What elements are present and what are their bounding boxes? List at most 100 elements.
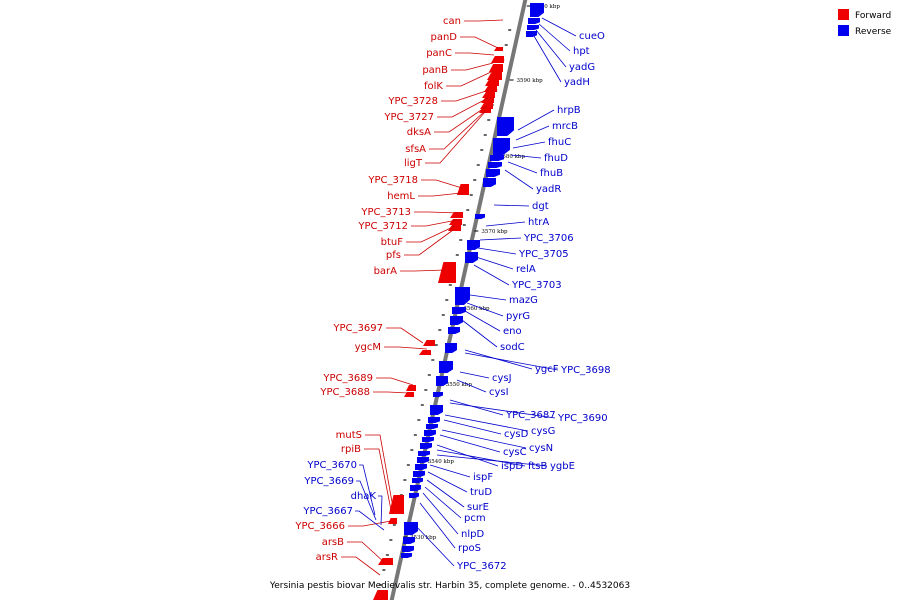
feature-forward	[482, 92, 495, 98]
gene-label-forward: pfs	[386, 250, 401, 261]
gene-features	[373, 3, 544, 600]
leader-line-reverse	[424, 486, 462, 519]
gene-label-forward: hemL	[387, 191, 415, 202]
leader-line-forward	[376, 377, 414, 386]
gene-label-reverse: YPC_3690	[557, 413, 608, 424]
gene-label-reverse: YPC_3703	[511, 280, 562, 291]
feature-reverse	[475, 214, 485, 219]
scale-tick-label: 3550 kbp	[446, 382, 473, 388]
gene-label-reverse: fhuB	[540, 168, 563, 179]
gene-label-reverse: ispF	[473, 472, 493, 483]
feature-forward	[448, 225, 461, 231]
leader-line-forward	[341, 556, 381, 576]
feature-reverse	[402, 546, 414, 552]
leader-line-reverse	[512, 141, 546, 149]
feature-reverse	[418, 451, 430, 456]
gene-label-reverse: cysD	[504, 429, 529, 440]
feature-forward	[485, 79, 499, 86]
leader-line-reverse	[459, 371, 490, 379]
gene-label-forward: YPC_3697	[332, 323, 383, 334]
leader-line-reverse	[419, 502, 456, 549]
leader-line-forward	[384, 346, 428, 350]
feature-reverse	[526, 31, 537, 37]
leader-line-reverse	[510, 154, 542, 159]
gene-label-forward: mutS	[336, 430, 362, 441]
scale-tick-label: 3590 kbp	[517, 78, 544, 84]
leader-line-reverse	[444, 414, 529, 432]
gene-label-forward: dksA	[407, 127, 431, 138]
leader-line-reverse	[493, 204, 530, 207]
gene-label-forward: btuF	[381, 237, 404, 248]
leader-line-reverse	[507, 161, 538, 174]
gene-label-reverse: YPC_3670	[306, 460, 357, 471]
leader-line-forward	[429, 109, 487, 150]
leader-line-reverse	[464, 310, 501, 332]
leader-line-reverse	[422, 492, 459, 535]
leader-line-reverse	[449, 399, 504, 416]
gene-label-reverse: yadR	[536, 184, 561, 195]
gene-label-reverse: cysI	[489, 387, 509, 398]
gene-label-forward: YPC_3688	[319, 387, 370, 398]
gene-label-reverse: YPC_3687	[505, 410, 556, 421]
leader-line-reverse	[475, 256, 514, 270]
legend-swatch-reverse	[838, 25, 849, 36]
feature-forward	[487, 72, 502, 80]
feature-forward	[419, 350, 431, 355]
leader-line-forward	[437, 97, 489, 118]
leader-line-forward	[411, 219, 458, 227]
gene-label-forward: panC	[426, 48, 452, 59]
leader-line-forward	[434, 105, 488, 133]
leader-line-forward	[348, 520, 392, 527]
feature-forward	[494, 47, 503, 51]
gene-label-reverse: hrpB	[557, 105, 581, 116]
leader-line-reverse	[517, 109, 555, 131]
gene-label-reverse: YPC_3669	[303, 476, 354, 487]
leader-line-reverse	[533, 35, 562, 83]
feature-reverse	[424, 430, 436, 436]
feature-forward	[491, 56, 504, 63]
gene-label-reverse: YPC_3705	[518, 249, 569, 260]
leader-line-reverse	[485, 221, 526, 227]
leader-line-forward	[464, 19, 504, 22]
leader-line-forward	[421, 179, 463, 189]
leader-line-forward	[365, 434, 393, 503]
feature-reverse	[490, 155, 504, 161]
feature-forward	[406, 385, 416, 391]
scale-tick-label: 3540 kbp	[428, 459, 455, 465]
scale-tick-label: 3560 kbp	[463, 306, 490, 312]
leader-line-reverse	[414, 524, 455, 567]
leader-line-reverse	[541, 17, 577, 37]
gene-label-forward: barA	[374, 266, 398, 277]
gene-label-reverse: cueO	[579, 31, 605, 42]
leader-line-forward	[455, 52, 495, 56]
leader-line-reverse	[535, 29, 567, 68]
gene-label-reverse: pcm	[464, 513, 486, 524]
leader-line-reverse	[436, 449, 526, 467]
leader-line-reverse	[443, 419, 502, 435]
leader-line-reverse	[469, 294, 507, 301]
feature-reverse	[420, 443, 432, 449]
gene-label-reverse: mrcB	[552, 121, 578, 132]
scale-tick-label: 3600 kbp	[534, 4, 561, 10]
feature-reverse	[455, 287, 470, 305]
gene-label-reverse: fhuC	[548, 137, 571, 148]
gene-label-forward: YPC_3718	[367, 175, 418, 186]
feature-forward	[373, 590, 388, 600]
leader-line-reverse	[461, 319, 498, 348]
feature-reverse	[422, 437, 434, 442]
gene-label-forward: panD	[430, 32, 457, 43]
gene-label-reverse: ygcF	[535, 364, 559, 375]
gene-label-reverse: dgt	[532, 201, 549, 212]
gene-label-reverse: htrA	[528, 217, 549, 228]
feature-reverse	[410, 485, 421, 491]
legend-label-reverse: Reverse	[855, 27, 892, 37]
feature-forward	[457, 184, 469, 195]
label-leaders	[341, 17, 577, 576]
gene-label-forward: YPC_3689	[322, 373, 373, 384]
leader-line-reverse	[427, 471, 468, 493]
gene-label-reverse: YPC_3672	[456, 561, 507, 572]
leader-line-forward	[364, 448, 392, 511]
leader-line-reverse	[355, 510, 385, 531]
gene-label-forward: YPC_3727	[383, 112, 434, 123]
leader-line-reverse	[439, 434, 501, 453]
